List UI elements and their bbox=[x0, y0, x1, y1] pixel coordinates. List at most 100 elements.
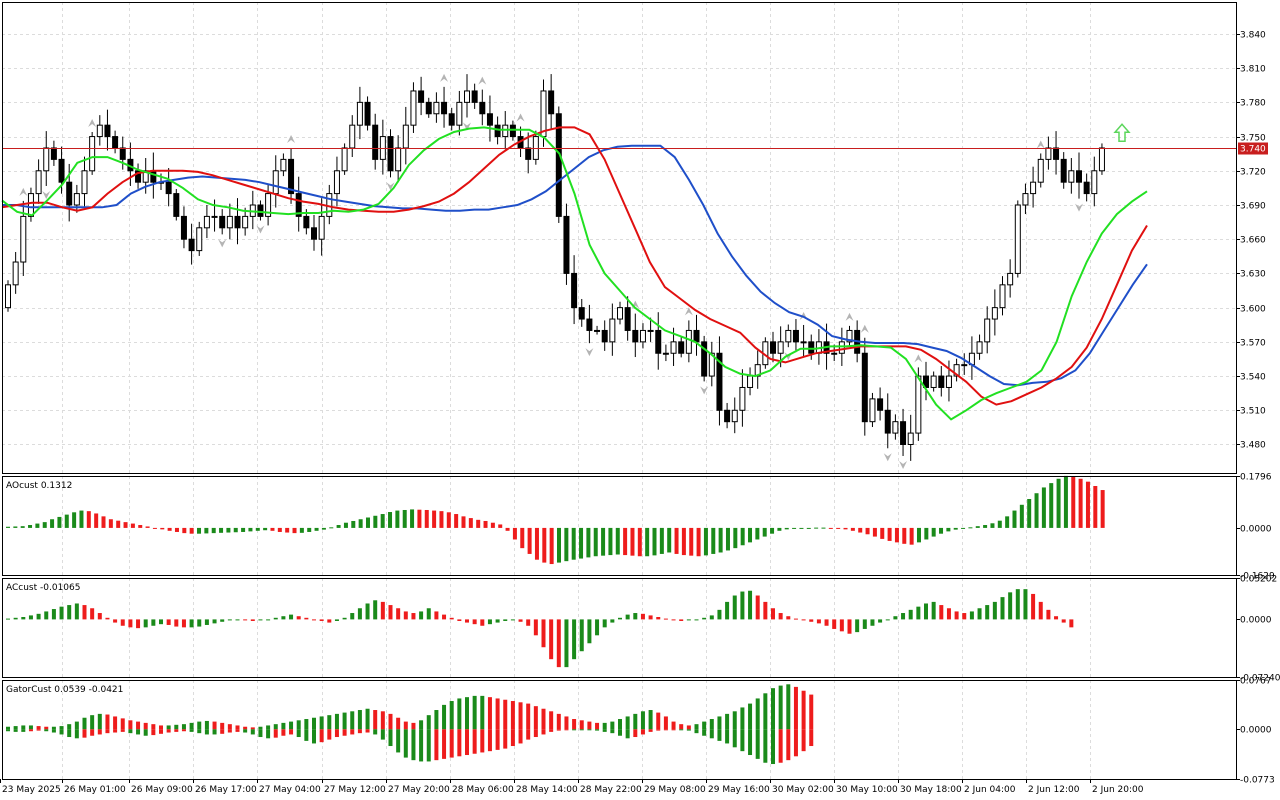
ac-bar bbox=[671, 619, 676, 621]
gator-lower-bar bbox=[319, 729, 324, 743]
gator-lower-bar bbox=[755, 729, 760, 759]
bear-candle bbox=[494, 124, 501, 138]
gator-upper-bar bbox=[319, 716, 324, 730]
gator-lower-bar bbox=[595, 729, 600, 731]
gator-lower-bar bbox=[250, 729, 255, 735]
bear-candle bbox=[884, 409, 891, 434]
gator-lower-bar bbox=[243, 729, 248, 733]
ao-bar bbox=[792, 527, 797, 529]
bear-candle bbox=[50, 147, 57, 160]
gator-lower-bar bbox=[227, 729, 232, 733]
ac-bar bbox=[334, 619, 339, 621]
fractal-up-marker bbox=[684, 307, 693, 316]
ao-bar bbox=[86, 511, 91, 528]
bull-candle bbox=[639, 329, 646, 343]
ao-frame bbox=[2, 476, 1237, 576]
ao-bar bbox=[42, 522, 47, 528]
price-ytick-label: 3.840 bbox=[1240, 31, 1266, 41]
ao-bar bbox=[806, 527, 811, 529]
ac-bar bbox=[816, 619, 821, 624]
ac-bar bbox=[549, 619, 554, 660]
fractal-up-marker bbox=[287, 134, 296, 143]
ao-bar bbox=[336, 525, 341, 528]
gator-lower-bar bbox=[717, 729, 722, 741]
ao-bar bbox=[894, 527, 899, 543]
ac-bar bbox=[166, 619, 171, 625]
ao-bar bbox=[72, 512, 77, 528]
ac-ytick-label: 0.05202 bbox=[1240, 575, 1277, 585]
gator-lower-bar bbox=[702, 729, 707, 736]
fractal-down-marker bbox=[463, 122, 471, 131]
gator-upper-bar bbox=[771, 688, 775, 730]
gator-upper-bar bbox=[189, 722, 194, 730]
ac-bar bbox=[510, 619, 515, 621]
bear-candle bbox=[578, 307, 585, 320]
gator-upper-bar bbox=[74, 721, 79, 730]
bull-candle bbox=[27, 193, 34, 217]
xtick-label: 29 May 08:00 bbox=[644, 785, 706, 795]
bear-candle bbox=[923, 375, 929, 388]
bull-candle bbox=[1022, 193, 1029, 206]
gator-lower-bar bbox=[36, 729, 41, 731]
ac-bar bbox=[426, 608, 431, 620]
bear-candle bbox=[311, 227, 317, 240]
ac-bar bbox=[556, 619, 561, 668]
ac-bar bbox=[985, 605, 990, 620]
gator-upper-bar bbox=[426, 715, 431, 730]
ao-bar bbox=[292, 527, 297, 534]
gator-lower-bar bbox=[67, 729, 72, 738]
ao-bar bbox=[321, 527, 326, 530]
ac-panel[interactable] bbox=[6, 589, 1074, 668]
ac-bar bbox=[847, 619, 852, 634]
ac-bar bbox=[465, 619, 469, 623]
gator-upper-bar bbox=[388, 713, 393, 730]
gator-upper-bar bbox=[250, 727, 255, 730]
gator-lower-bar bbox=[419, 729, 424, 762]
fractal-up-marker bbox=[19, 187, 28, 196]
gator-lower-bar bbox=[350, 729, 355, 735]
gator-lower-bar bbox=[380, 729, 385, 740]
gator-ytick-label: 0.0000 bbox=[1240, 726, 1272, 736]
ac-bar bbox=[801, 619, 806, 621]
gator-lower-bar bbox=[732, 729, 737, 748]
ao-bar bbox=[483, 520, 488, 528]
ac-bar bbox=[686, 619, 691, 621]
gator-panel[interactable] bbox=[6, 684, 814, 765]
gator-upper-bar bbox=[610, 721, 615, 730]
bear-candle bbox=[1083, 181, 1090, 195]
ao-bar bbox=[314, 527, 319, 531]
gator-lower-bar bbox=[572, 729, 577, 731]
ao-bar bbox=[512, 527, 517, 540]
bull-candle bbox=[272, 170, 279, 195]
ao-bar bbox=[887, 527, 892, 541]
gator-lower-bar bbox=[304, 729, 309, 741]
ac-bar bbox=[181, 619, 186, 628]
ao-bar bbox=[439, 511, 444, 528]
bull-candle bbox=[739, 386, 746, 411]
price-ytick-label: 3.810 bbox=[1240, 65, 1266, 75]
ao-bar bbox=[630, 527, 635, 556]
ac-bar bbox=[702, 617, 707, 620]
gator-upper-bar bbox=[663, 716, 668, 730]
gator-upper-bar bbox=[786, 684, 791, 730]
fractal-down-marker bbox=[42, 190, 51, 199]
gator-lower-bar bbox=[618, 729, 622, 736]
y-axis: 3.840 3.810 3.780 3.750 3.720 3.690 3.660 3.630… bbox=[1236, 31, 1280, 786]
ao-panel[interactable] bbox=[6, 475, 1105, 565]
bear-candle bbox=[586, 318, 593, 331]
ac-bar bbox=[763, 601, 768, 620]
ao-bar bbox=[579, 527, 584, 559]
price-panel[interactable]: 3.740 bbox=[1, 73, 1268, 469]
fractal-down-marker bbox=[700, 386, 709, 395]
ao-bar bbox=[152, 527, 157, 529]
bull-candle bbox=[945, 375, 952, 388]
ac-bar bbox=[6, 618, 10, 620]
gator-upper-bar bbox=[90, 715, 95, 730]
ao-bar bbox=[35, 523, 40, 528]
gator-upper-bar bbox=[243, 726, 248, 730]
ac-bar bbox=[113, 619, 118, 623]
bull-candle bbox=[402, 124, 409, 149]
gator-upper-bar bbox=[572, 719, 577, 730]
gator-upper-bar bbox=[595, 722, 600, 730]
